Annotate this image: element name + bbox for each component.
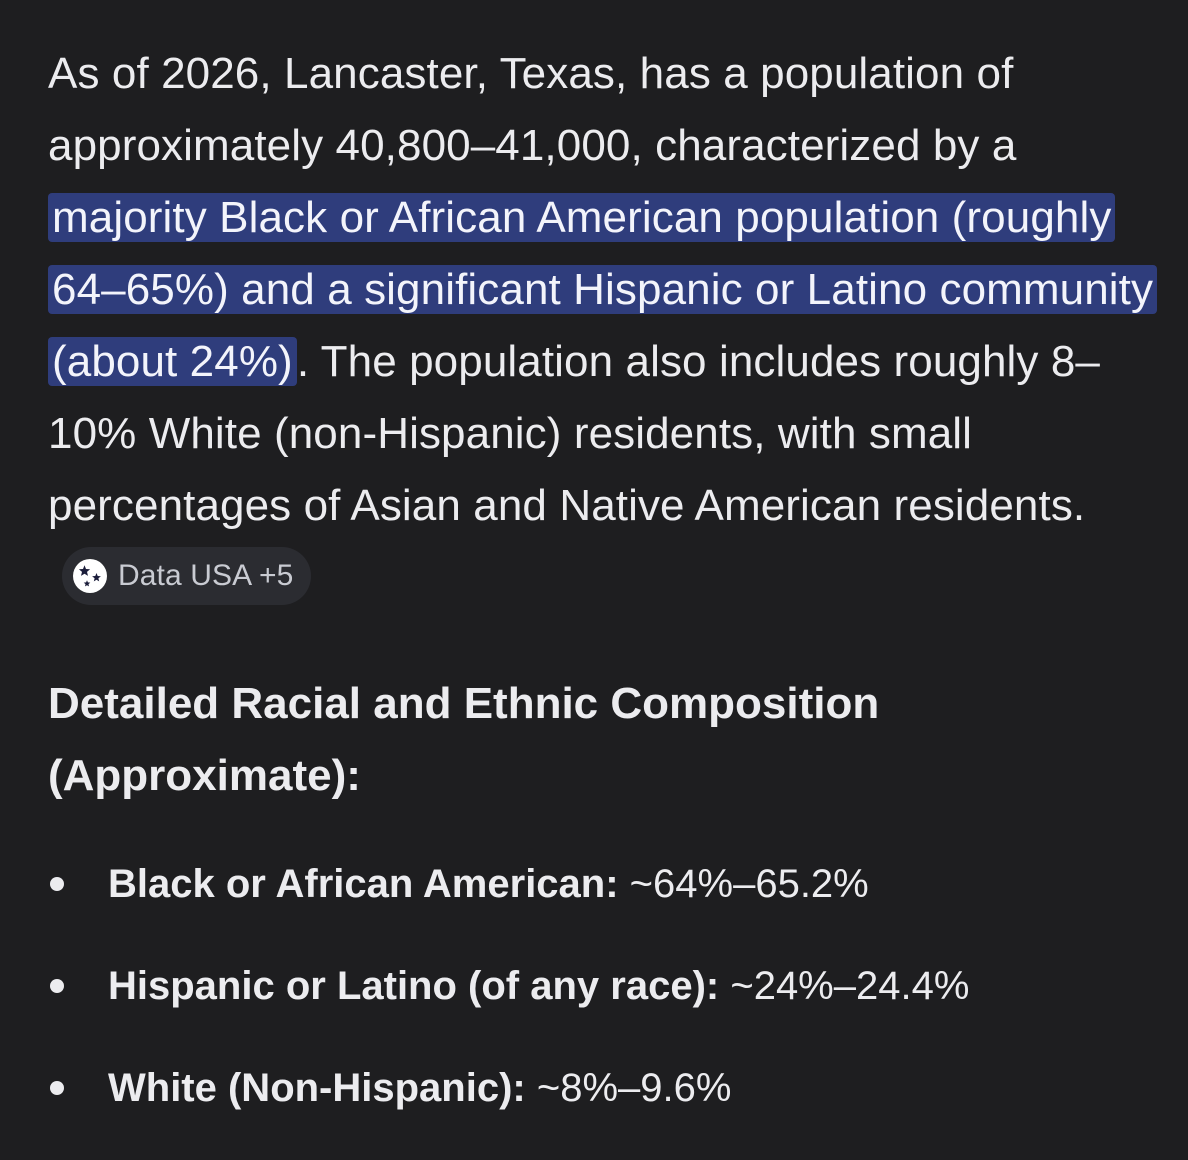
section-heading: Detailed Racial and Ethnic Composition (… xyxy=(48,679,880,800)
bullet-dot-icon xyxy=(50,1081,64,1095)
data-usa-star-globe-icon xyxy=(73,559,107,594)
list-item: Black or African American: ~64%–65.2% xyxy=(48,854,1158,914)
list-item-value: ~24%–24.4% xyxy=(719,964,970,1008)
list-item-label: Hispanic or Latino (of any race): xyxy=(108,964,720,1008)
list-item: White (Non-Hispanic): ~8%–9.6% xyxy=(48,1058,1158,1118)
source-chip-label: Data USA +5 xyxy=(118,559,294,593)
composition-list: Black or African American: ~64%–65.2% Hi… xyxy=(48,854,1158,1118)
list-item-label: White (Non-Hispanic): xyxy=(108,1066,526,1110)
answer-continuation-text: . The population also includes roughly 8… xyxy=(48,337,1100,530)
list-item-value: ~64%–65.2% xyxy=(618,862,869,906)
ai-answer: As of 2026, Lancaster, Texas, has a popu… xyxy=(48,38,1158,1160)
list-item: Hispanic or Latino (of any race): ~24%–2… xyxy=(48,956,1158,1016)
source-chip[interactable]: Data USA +5 xyxy=(62,547,312,606)
answer-paragraph: As of 2026, Lancaster, Texas, has a popu… xyxy=(48,38,1158,614)
bullet-dot-icon xyxy=(50,979,64,993)
bullet-dot-icon xyxy=(50,877,64,891)
list-item-label: Black or African American: xyxy=(108,862,619,906)
answer-intro-text: As of 2026, Lancaster, Texas, has a popu… xyxy=(48,49,1017,170)
list-item-value: ~8%–9.6% xyxy=(525,1066,732,1110)
